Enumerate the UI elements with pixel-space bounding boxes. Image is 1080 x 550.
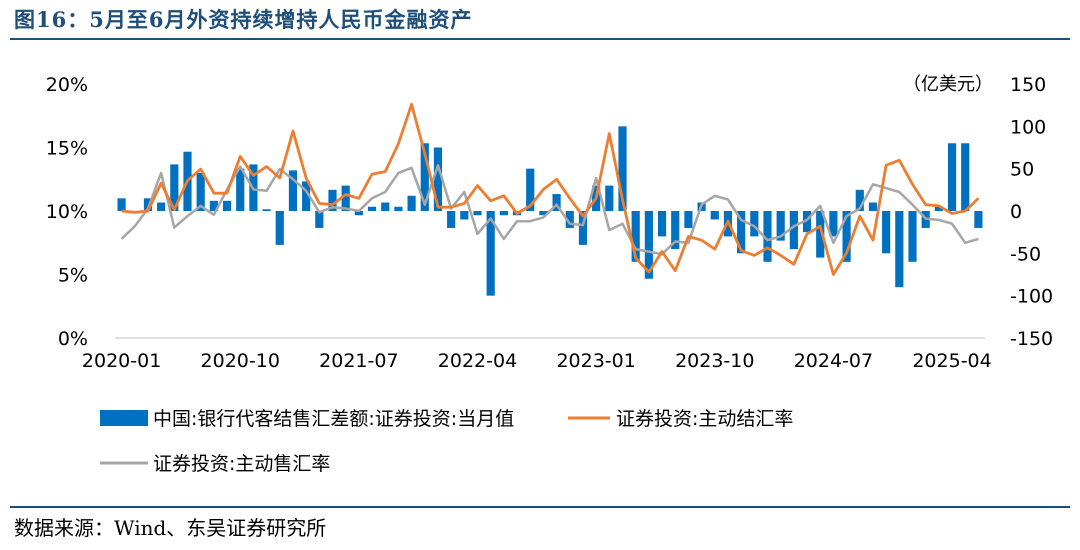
- bar-settlement-balance: [209, 200, 218, 211]
- bar-settlement-balance: [671, 211, 680, 250]
- source-note: 数据来源：Wind、东吴证券研究所: [14, 516, 327, 540]
- right-axis-tick: 150: [1010, 74, 1046, 96]
- right-axis-tick: 50: [1010, 159, 1034, 181]
- left-axis-tick: 20%: [46, 74, 88, 96]
- x-axis-tick: 2021-07: [319, 350, 398, 372]
- bar-settlement-balance: [486, 211, 495, 296]
- bar-settlement-balance: [315, 211, 324, 228]
- left-axis-tick: 10%: [46, 201, 88, 223]
- bar-settlement-balance: [394, 206, 403, 211]
- legend-label-sale: 证券投资:主动售汇率: [153, 453, 330, 475]
- bar-settlement-balance: [618, 126, 627, 211]
- left-axis-tick: 15%: [46, 138, 88, 160]
- bar-settlement-balance: [302, 181, 311, 211]
- bar-settlement-balance: [947, 143, 957, 211]
- bar-settlement-balance: [789, 211, 798, 250]
- bar-settlement-balance: [473, 211, 482, 216]
- bar-settlement-balance: [605, 185, 614, 211]
- bar-settlement-balance: [196, 172, 205, 211]
- x-axis-tick: 2023-01: [556, 350, 635, 372]
- bar-settlement-balance: [526, 168, 535, 211]
- bar-settlement-balance: [499, 211, 508, 216]
- x-axis-tick: 2024-07: [794, 350, 873, 372]
- bar-settlement-balance: [117, 198, 126, 211]
- bar-settlement-balance: [354, 211, 363, 216]
- right-axis-tick: -100: [1010, 286, 1053, 308]
- figure-title: 图16：5月至6月外资持续增持人民币金融资产: [14, 7, 473, 32]
- x-axis-tick: 2025-04: [912, 350, 991, 372]
- bar-settlement-balance: [222, 200, 232, 211]
- bar-settlement-balance: [895, 211, 904, 288]
- bar-settlement-balance: [341, 185, 350, 211]
- bar-settlement-balance: [447, 211, 456, 228]
- left-axis-tick: 5%: [58, 265, 88, 287]
- bar-settlement-balance: [288, 170, 298, 211]
- bar-settlement-balance: [882, 211, 891, 254]
- bar-settlement-balance: [974, 211, 983, 228]
- line-sale-rate: [120, 164, 979, 256]
- bar-settlement-balance: [934, 206, 943, 211]
- legend-label-settle: 证券投资:主动结汇率: [616, 408, 793, 430]
- bar-settlement-balance: [157, 202, 166, 211]
- bar-settlement-balance: [657, 211, 667, 237]
- source-rule: [10, 506, 1070, 508]
- legend-swatch-bar: [100, 410, 148, 426]
- bar-settlement-balance: [961, 143, 970, 211]
- left-axis-tick: 0%: [58, 328, 88, 350]
- bar-settlement-balance: [381, 202, 390, 211]
- bar-settlement-balance: [868, 202, 878, 211]
- bar-settlement-balance: [552, 194, 561, 211]
- bar-settlement-balance: [170, 164, 179, 211]
- x-axis-tick: 2023-10: [675, 350, 754, 372]
- right-axis-tick: 100: [1010, 116, 1046, 138]
- bar-settlement-balance: [565, 211, 574, 228]
- legend-label-bar: 中国:银行代客结售汇差额:证券投资:当月值: [153, 408, 514, 430]
- bar-settlement-balance: [710, 211, 719, 220]
- bar-settlement-balance: [275, 211, 284, 245]
- right-axis-tick: 0: [1010, 201, 1022, 223]
- bar-settlement-balance: [433, 147, 443, 211]
- bar-settlement-balance: [236, 168, 245, 211]
- bar-settlement-balance: [776, 211, 785, 241]
- bar-settlement-balance: [460, 211, 469, 220]
- bar-settlement-balance: [684, 211, 693, 228]
- bar-settlement-balance: [763, 211, 772, 262]
- bar-settlement-balance: [737, 211, 746, 254]
- bar-settlement-balance: [420, 143, 429, 211]
- bar-settlement-balance: [829, 211, 838, 237]
- chart: 0% 5% 10% 15% 20% -150 -100 -50 0 50 100 150 （亿美元） 20…: [46, 74, 1053, 475]
- bar-settlement-balance: [855, 189, 864, 211]
- bar-settlement-balance: [631, 211, 640, 262]
- bar-settlement-balance: [539, 211, 548, 216]
- bar-settlement-balance: [750, 211, 759, 237]
- bar-settlement-balance: [143, 198, 153, 211]
- x-axis-tick: 2020-10: [201, 350, 280, 372]
- bar-settlement-balance: [842, 211, 851, 262]
- x-axis-tick: 2020-01: [82, 350, 161, 372]
- bar-settlement-balance: [328, 189, 337, 211]
- x-axis-tick: 2022-04: [438, 350, 517, 372]
- bar-settlement-balance: [816, 211, 825, 258]
- right-axis-tick: -150: [1010, 328, 1053, 350]
- bar-settlement-balance: [407, 195, 416, 211]
- bar-settlement-balance: [908, 211, 917, 262]
- right-axis-unit: （亿美元）: [903, 74, 993, 95]
- bar-settlement-balance: [644, 211, 653, 279]
- bar-settlement-balance: [367, 206, 377, 211]
- bar-settlement-balance: [578, 211, 588, 245]
- line-settle-rate: [121, 102, 980, 276]
- title-rule: [10, 38, 1070, 40]
- right-axis-tick: -50: [1010, 243, 1041, 265]
- bar-settlement-balance: [262, 209, 271, 211]
- bar-settlement-balance: [802, 211, 812, 233]
